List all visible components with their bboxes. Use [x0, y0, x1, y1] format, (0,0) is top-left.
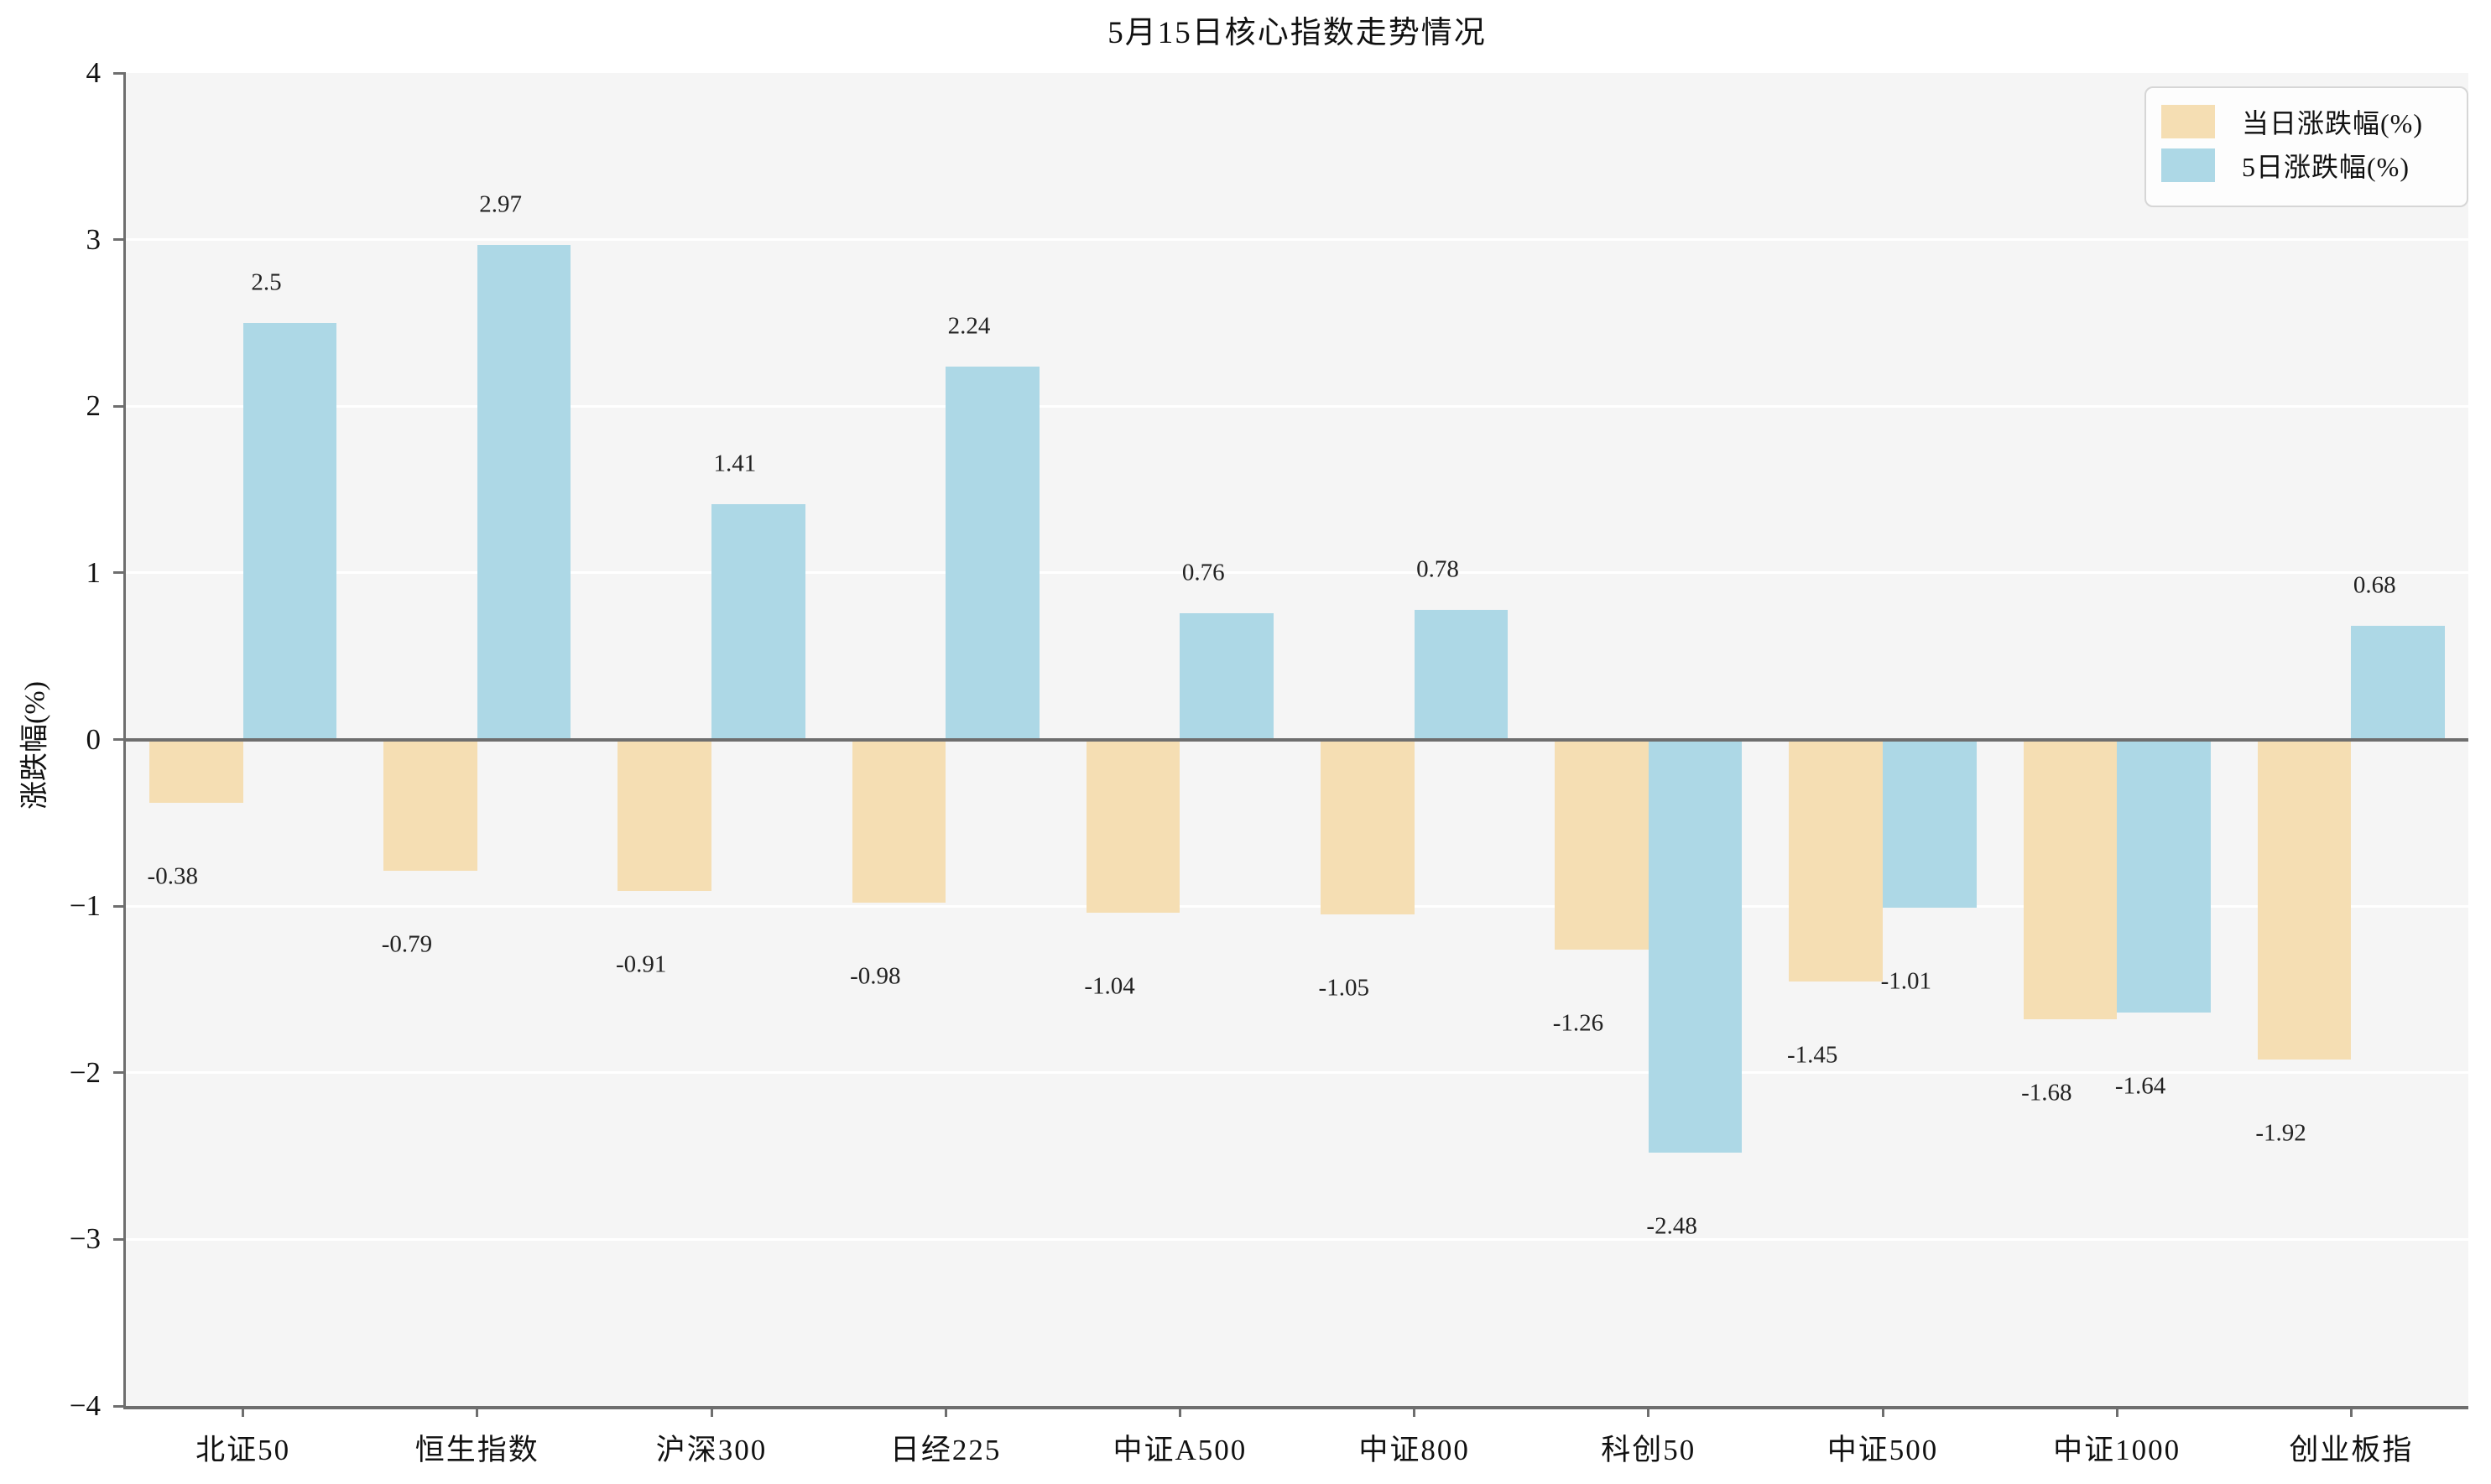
legend-swatch: [2161, 148, 2215, 182]
bar-5day: [1648, 739, 1743, 1153]
bar-value-label: -1.05: [1318, 974, 1369, 1002]
x-tick-label: 中证500: [1827, 1434, 1939, 1466]
x-tick-mark: [2115, 1406, 2118, 1417]
bar-value-label: 2.24: [947, 312, 991, 340]
bar-value-label: 0.78: [1416, 555, 1459, 583]
bar-value-label: -1.92: [2255, 1119, 2306, 1147]
y-gridline: [126, 238, 2468, 242]
bar-daily: [618, 739, 711, 892]
bar-daily: [852, 739, 946, 903]
y-gridline: [126, 904, 2468, 908]
y-tick-mark: [113, 404, 126, 408]
x-tick-label: 日经225: [889, 1434, 1002, 1466]
zero-line: [126, 737, 2468, 742]
bar-value-label: 2.97: [479, 190, 522, 218]
bar-daily: [1789, 739, 1883, 982]
y-tick-mark: [113, 571, 126, 575]
x-tick-label: 中证1000: [2053, 1434, 2181, 1466]
bar-daily: [2023, 739, 2118, 1020]
x-tick-mark: [2349, 1406, 2353, 1417]
x-tick-mark: [710, 1406, 713, 1417]
bar-value-label: -0.98: [850, 962, 901, 990]
y-tick-label: 2: [86, 389, 102, 423]
bar-daily: [149, 739, 243, 803]
bar-value-label: -0.79: [381, 930, 433, 958]
bar-5day: [1883, 739, 1977, 909]
y-gridline: [126, 571, 2468, 575]
bar-value-label: 2.5: [251, 268, 282, 296]
y-gridline: [126, 1237, 2468, 1241]
bar-5day: [946, 366, 1040, 740]
y-tick-label: 1: [86, 555, 102, 589]
y-tick-label: 4: [86, 56, 102, 89]
y-tick-mark: [113, 1237, 126, 1241]
y-tick-label: 0: [86, 722, 102, 756]
y-gridline: [126, 404, 2468, 408]
x-tick-mark: [1647, 1406, 1650, 1417]
bar-value-label: -0.38: [147, 862, 198, 890]
x-tick-mark: [1178, 1406, 1181, 1417]
bar-5day: [1180, 612, 1274, 740]
legend-item: 当日涨跌幅(%): [2161, 100, 2467, 143]
bar-daily: [1320, 739, 1415, 915]
bar-5day: [242, 322, 337, 740]
x-tick-label: 中证A500: [1113, 1434, 1248, 1466]
bar-value-label: -0.91: [615, 950, 667, 978]
x-tick-mark: [1413, 1406, 1416, 1417]
plot-area: -0.38 2.5 -0.79 2.97 -0.91 1.41 -0.98 2.24 -1.04…: [123, 73, 2468, 1409]
bar-5day: [2117, 739, 2211, 1013]
bar-daily: [1086, 739, 1180, 914]
y-tick-mark: [113, 738, 126, 741]
bar-5day: [477, 244, 571, 740]
x-axis-spine: [123, 1406, 2468, 1409]
y-tick-label: −2: [69, 1055, 101, 1089]
bar-value-label: 1.41: [713, 450, 757, 477]
x-tick-label: 创业板指: [2289, 1434, 2414, 1466]
bar-value-label: -2.48: [1646, 1212, 1697, 1240]
y-tick-label: −1: [69, 889, 101, 923]
y-tick-label: 3: [86, 222, 102, 256]
legend-swatch: [2161, 105, 2215, 138]
bar-value-label: -1.01: [1880, 967, 1932, 995]
y-axis-spine: [123, 73, 126, 1409]
legend-item: 5日涨跌幅(%): [2161, 143, 2467, 187]
bar-daily: [2257, 739, 2352, 1060]
y-tick-label: −4: [69, 1389, 101, 1422]
y-tick-mark: [113, 71, 126, 75]
y-tick-mark: [113, 1404, 126, 1408]
x-tick-mark: [944, 1406, 947, 1417]
x-tick-mark: [476, 1406, 479, 1417]
x-tick-mark: [242, 1406, 245, 1417]
bar-value-label: -1.68: [2021, 1079, 2072, 1106]
chart-title: 5月15日核心指数走势情况: [1107, 16, 1487, 50]
bar-value-label: -1.26: [1552, 1009, 1604, 1037]
bar-value-label: 0.68: [2353, 571, 2396, 599]
legend: 当日涨跌幅(%) 5日涨跌幅(%): [2144, 86, 2468, 207]
legend-label: 当日涨跌幅(%): [2242, 108, 2423, 138]
y-tick-mark: [113, 904, 126, 908]
x-tick-label: 恒生指数: [414, 1434, 539, 1466]
legend-label: 5日涨跌幅(%): [2242, 152, 2410, 182]
y-tick-mark: [113, 1071, 126, 1075]
bar-daily: [1555, 739, 1649, 950]
y-tick-mark: [113, 238, 126, 242]
bar-5day: [2351, 626, 2446, 740]
bar-5day: [1414, 609, 1509, 740]
x-tick-mark: [1881, 1406, 1884, 1417]
x-tick-label: 中证800: [1358, 1434, 1470, 1466]
x-tick-label: 科创50: [1601, 1434, 1696, 1466]
bar-value-label: -1.45: [1786, 1041, 1838, 1068]
bar-5day: [711, 504, 805, 740]
bar-value-label: -1.04: [1084, 972, 1135, 1000]
bar-value-label: -1.64: [2114, 1072, 2166, 1100]
y-tick-label: −3: [69, 1222, 101, 1256]
y-gridline: [126, 1071, 2468, 1075]
bar-daily: [383, 739, 477, 872]
x-tick-label: 北证50: [195, 1434, 291, 1466]
x-tick-label: 沪深300: [655, 1434, 768, 1466]
bar-value-label: 0.76: [1181, 559, 1225, 586]
